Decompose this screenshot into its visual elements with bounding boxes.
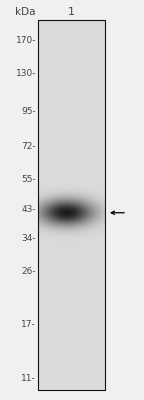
Text: 34-: 34- [21,234,36,243]
Text: 26-: 26- [21,268,36,276]
Text: 43-: 43- [21,205,36,214]
Text: 11-: 11- [21,374,36,383]
Text: 170-: 170- [16,36,36,44]
Text: 55-: 55- [21,175,36,184]
Text: 130-: 130- [16,69,36,78]
Text: kDa: kDa [16,7,36,17]
Text: 17-: 17- [21,320,36,329]
Bar [38,20,105,390]
Text: 1: 1 [68,7,75,17]
Text: 95-: 95- [21,108,36,116]
Bar [38,20,105,390]
Text: 72-: 72- [21,142,36,151]
